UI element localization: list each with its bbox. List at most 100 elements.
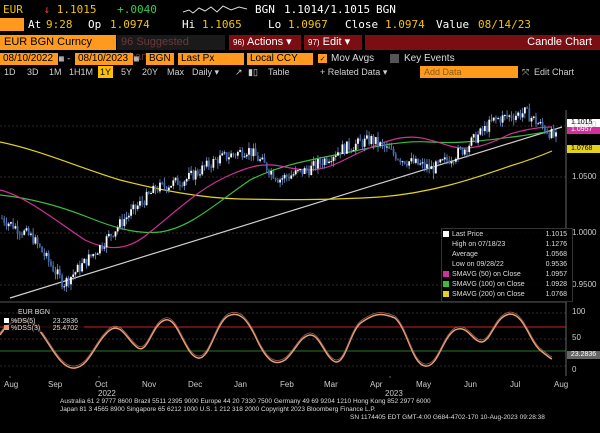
candle-body <box>63 286 66 288</box>
candle-body <box>25 228 28 231</box>
suggested-charts-button[interactable]: 96 Suggested Charts <box>117 35 225 63</box>
tab-3d[interactable]: 3D <box>27 67 39 77</box>
tab-1m[interactable]: 1M <box>49 67 62 77</box>
month-nov: Nov <box>142 380 157 389</box>
price-field[interactable]: Last Px <box>178 53 244 65</box>
sma100-line <box>0 130 553 234</box>
candle-body <box>423 162 426 169</box>
candle-body <box>123 219 126 227</box>
candle-body <box>163 182 166 188</box>
calendar-icon[interactable]: ▦ <box>134 54 139 63</box>
candle-body <box>410 158 413 162</box>
line-chart-icon[interactable]: ↗ <box>235 67 243 77</box>
candle-body <box>374 137 377 144</box>
candle-body <box>67 277 70 285</box>
related-data-menu[interactable]: + Related Data ▾ <box>320 66 387 78</box>
ticker-label: EUR <box>3 3 23 16</box>
source-field[interactable]: BGN <box>146 53 174 65</box>
chevron-down-icon: ▾ <box>214 67 220 77</box>
legend-label: SMAVG (200) on Close <box>452 291 525 298</box>
legend-box <box>441 228 573 302</box>
chart-icon <box>0 18 24 31</box>
tab-5y[interactable]: 5Y <box>121 67 133 77</box>
actions-button[interactable]: 96) Actions ▾ <box>229 35 301 50</box>
currency-field[interactable]: Local CCY <box>247 53 313 65</box>
candle-body <box>5 222 8 227</box>
tab-1h1m[interactable]: 1H1M <box>69 67 94 77</box>
bar-chart-icon[interactable]: ▮▯ <box>248 67 258 77</box>
stoch-d-value: 25.4702 <box>52 325 78 332</box>
date-to-field[interactable]: 08/10/2023 <box>75 53 133 65</box>
candle-body <box>196 170 199 175</box>
candle-body <box>330 161 333 163</box>
candle-body <box>535 116 537 124</box>
year-2022: 2022 <box>98 389 116 398</box>
candle-body <box>430 166 433 170</box>
chevron-down-icon: ▾ <box>382 67 388 77</box>
tab-1y[interactable]: 1Y <box>98 66 114 78</box>
at-label: At <box>28 18 42 31</box>
table-tab[interactable]: Table <box>268 67 290 77</box>
candle-body <box>548 133 551 139</box>
candle-body <box>90 254 92 257</box>
candle-body <box>52 265 55 272</box>
candle-body <box>139 201 141 206</box>
candle-body <box>305 168 308 171</box>
value-date: 08/14/23 <box>478 18 531 31</box>
edit-button[interactable]: 97) Edit ▾ <box>304 35 362 50</box>
candle-body <box>243 156 246 158</box>
candle-body <box>475 134 477 143</box>
close-label: Close <box>345 18 379 31</box>
mov-avgs-checkbox[interactable]: ✓ <box>318 54 327 63</box>
tab-max[interactable]: Max <box>167 67 185 77</box>
stoch-tag: 23.2836 <box>567 351 600 359</box>
month-jan: Jan <box>234 380 247 389</box>
candle-body <box>301 169 304 175</box>
date-from-field[interactable]: 08/10/2022 <box>0 53 58 65</box>
edit-chart-button[interactable]: Edit Chart <box>534 66 574 78</box>
legend-item: SMAVG (200) on Close 1.0768 <box>443 290 569 300</box>
candle-body <box>297 170 299 172</box>
candle-body <box>30 233 32 235</box>
candle-body <box>34 237 37 244</box>
candle-body <box>221 153 224 156</box>
footer-line-3: SN 1174405 EDT GMT-4:00 G684-4702-170 10… <box>350 414 545 421</box>
legend-value: 1.1276 <box>545 241 567 248</box>
legend-swatch <box>443 271 449 278</box>
candle-body <box>230 153 233 158</box>
candle-body <box>308 170 310 176</box>
candle-body <box>343 144 346 154</box>
candle-body <box>205 160 208 167</box>
low-label: Lo <box>268 18 282 31</box>
candle-body <box>143 202 146 206</box>
security-field[interactable]: EUR BGN Curncy <box>0 35 116 50</box>
legend-item: Average 1.0568 <box>443 250 569 260</box>
tab-1d[interactable]: 1D <box>4 67 16 77</box>
source-label-1: BGN <box>255 3 275 16</box>
candle-body <box>294 170 297 175</box>
candle-body <box>381 142 384 145</box>
candle-body <box>434 161 437 174</box>
candle-body <box>397 159 399 161</box>
stoch-d-line <box>0 313 553 369</box>
candle-body <box>174 177 177 181</box>
candle-body <box>414 158 417 163</box>
chevron-down-icon: ▾ <box>286 36 292 48</box>
candle-body <box>432 166 435 174</box>
calendar-icon[interactable]: ▦ <box>59 54 64 63</box>
add-data-input[interactable]: Add Data <box>420 66 518 78</box>
candle-body <box>481 128 484 132</box>
candle-body <box>288 176 290 179</box>
frequency-select[interactable]: Daily ▾ <box>192 66 219 78</box>
crosshair-icon[interactable]: ⤧ <box>522 67 530 77</box>
candle-body <box>107 234 110 237</box>
related-data-label: + Related Data <box>320 67 381 77</box>
candle-body <box>463 149 466 155</box>
candle-body <box>370 136 373 145</box>
candle-body <box>179 185 181 187</box>
high-label: Hi <box>182 18 196 31</box>
key-events-checkbox[interactable] <box>390 54 399 63</box>
candle-body <box>546 131 549 134</box>
tab-20y[interactable]: 20Y <box>142 67 159 77</box>
candles <box>1 103 557 292</box>
